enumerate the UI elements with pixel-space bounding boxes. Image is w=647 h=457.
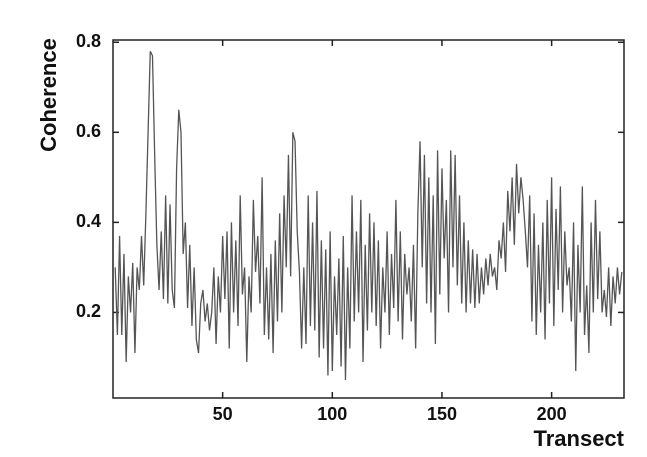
y-tick-label: 0.6 bbox=[76, 121, 101, 141]
plot-frame bbox=[112, 39, 625, 399]
y-tick-label: 0.8 bbox=[76, 31, 101, 51]
y-axis-title: Coherence bbox=[36, 38, 61, 152]
y-tick-label: 0.2 bbox=[76, 301, 101, 321]
x-axis-title: Transect bbox=[534, 426, 625, 451]
data-line bbox=[114, 50, 623, 381]
x-tick-label: 200 bbox=[537, 404, 567, 424]
y-tick-label: 0.4 bbox=[76, 211, 101, 231]
x-tick-label: 150 bbox=[427, 404, 457, 424]
x-tick-label: 100 bbox=[317, 404, 347, 424]
x-tick-label: 50 bbox=[213, 404, 233, 424]
